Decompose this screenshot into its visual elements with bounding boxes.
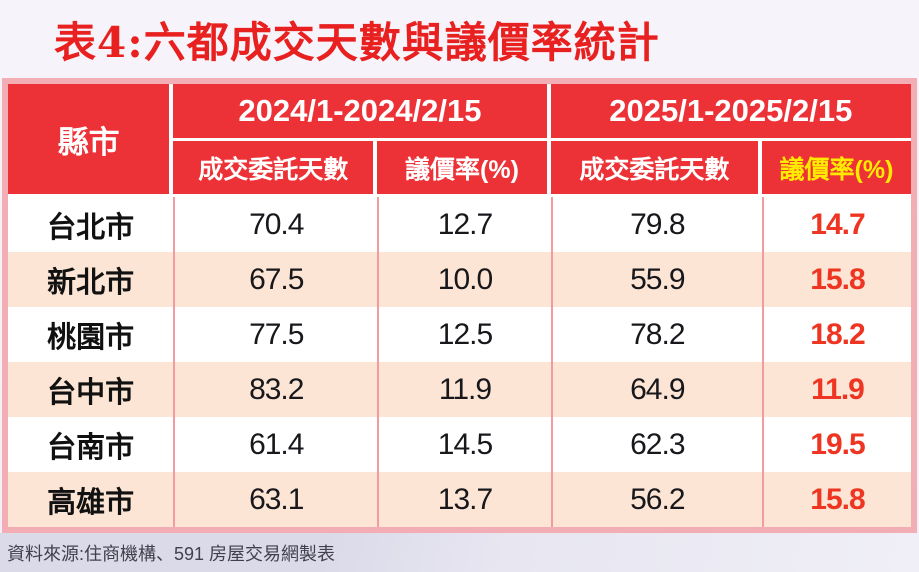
city-label: 高雄市 (8, 472, 174, 527)
days-2025-value: 78.2 (550, 307, 762, 362)
rate-2024-value: 12.5 (377, 307, 551, 362)
stats-table: 縣市 2024/1-2024/2/15 2025/1-2025/2/15 成交委… (2, 78, 917, 533)
city-label: 台北市 (8, 197, 174, 252)
city-label: 台中市 (8, 362, 174, 417)
rate-2024-value: 12.7 (377, 197, 551, 252)
rate-2025-value: 14.7 (761, 197, 911, 252)
rate-2025-value: 18.2 (761, 307, 911, 362)
table-row-kaohsiung: 高雄市 63.1 13.7 56.2 15.8 (8, 472, 911, 527)
table-row-taoyuan: 桃園市 77.5 12.5 78.2 18.2 (8, 307, 911, 362)
rate-2025-value: 11.9 (761, 362, 911, 417)
rate-2025-value: 19.5 (761, 417, 911, 472)
days-2024-value: 70.4 (173, 197, 378, 252)
days-2025-value: 62.3 (550, 417, 762, 472)
rate-2025-value: 15.8 (761, 472, 911, 527)
days-2024-value: 63.1 (173, 472, 378, 527)
header-cell-rate-2024: 議價率(%) (377, 141, 551, 197)
days-2025-value: 79.8 (550, 197, 762, 252)
days-2025-value: 55.9 (550, 252, 762, 307)
rate-2025-value: 15.8 (761, 252, 911, 307)
city-label: 台南市 (8, 417, 174, 472)
city-label: 新北市 (8, 252, 174, 307)
rate-2024-value: 10.0 (377, 252, 551, 307)
page-title: 表4:六都成交天數與議價率統計 (54, 17, 660, 67)
days-2025-value: 56.2 (550, 472, 762, 527)
header-group-2024: 2024/1-2024/2/15 (173, 84, 551, 141)
header-cell-city: 縣市 (8, 84, 174, 197)
days-2024-value: 67.5 (173, 252, 378, 307)
rate-2024-value: 14.5 (377, 417, 551, 472)
city-label: 桃園市 (8, 307, 174, 362)
header-group-2025: 2025/1-2025/2/15 (550, 84, 911, 141)
rate-2024-value: 13.7 (377, 472, 551, 527)
header-row-groups: 縣市 2024/1-2024/2/15 2025/1-2025/2/15 (8, 84, 911, 197)
header-row-subcolumns: 成交委託天數 議價率(%) 成交委託天數 議價率(%) (8, 141, 911, 197)
table-row-taichung: 台中市 83.2 11.9 64.9 11.9 (8, 362, 911, 417)
source-note: 資料來源:住商機構、591 房屋交易網製表 (0, 533, 919, 572)
header-cell-days-2024: 成交委託天數 (173, 141, 378, 197)
days-2024-value: 61.4 (173, 417, 378, 472)
table-row-taipei: 台北市 70.4 12.7 79.8 14.7 (8, 197, 911, 252)
header-cell-rate-2025: 議價率(%) (761, 141, 911, 197)
days-2025-value: 64.9 (550, 362, 762, 417)
table-row-tainan: 台南市 61.4 14.5 62.3 19.5 (8, 417, 911, 472)
table-row-newtaipei: 新北市 67.5 10.0 55.9 15.8 (8, 252, 911, 307)
days-2024-value: 83.2 (173, 362, 378, 417)
header-cell-days-2025: 成交委託天數 (550, 141, 762, 197)
rate-2024-value: 11.9 (377, 362, 551, 417)
days-2024-value: 77.5 (173, 307, 378, 362)
